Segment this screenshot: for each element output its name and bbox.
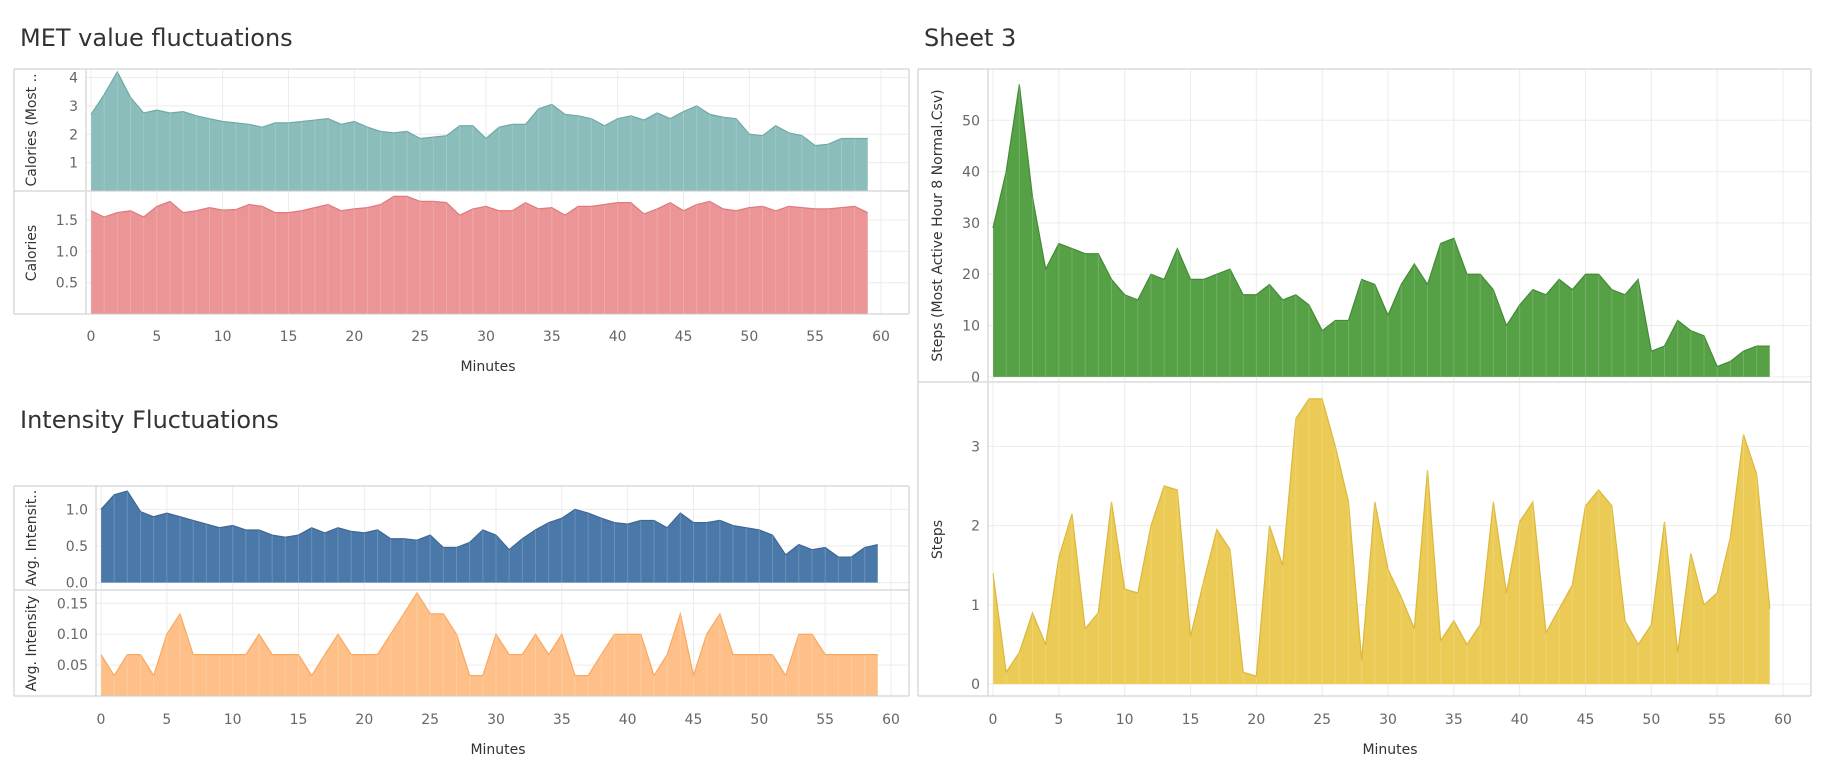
area-series: [993, 398, 1770, 685]
x-tick-label: 35: [543, 329, 561, 345]
y-tick-label: 0.5: [56, 276, 78, 292]
chart-1: 0.0 0.5 1.0 Avg. Intensit.. 0.05 0.10 0.15 Avg.…: [13, 485, 910, 758]
y-tick-label: 1: [69, 156, 78, 172]
y-tick-label: 0.10: [57, 627, 88, 643]
y-tick-label: 4: [69, 71, 78, 87]
pane-2-0: 0 10 20 30 40 50 Steps (Most Active Hour 8 Nor…: [918, 69, 1811, 386]
area-series: [101, 592, 878, 696]
x-tick-label: 15: [1182, 712, 1200, 728]
y-tick-label: 0.15: [57, 596, 88, 612]
y-tick-label: 1.5: [56, 213, 78, 229]
y-tick-label: 50: [962, 113, 980, 129]
y-axis-title: Calories (Most ..: [24, 73, 40, 186]
x-tick-label: 50: [750, 712, 768, 728]
x-tick-label: 20: [355, 712, 373, 728]
pane-1-1: 0.05 0.10 0.15 Avg. Intensity: [14, 591, 909, 697]
y-tick-label: 3: [971, 439, 980, 455]
y-tick-label: 1: [971, 598, 980, 614]
x-tick-label: 25: [421, 712, 439, 728]
chart-0: 1 2 3 4 Calories (Most .. 0.5 1.0 1.5 Calories 0 5…: [13, 68, 910, 375]
y-tick-label: 30: [962, 216, 980, 232]
x-tick-label: 35: [553, 712, 571, 728]
sheet3-chart-title: Sheet 3: [924, 24, 1017, 52]
x-tick-label: 40: [619, 712, 637, 728]
x-tick-label: 60: [872, 329, 890, 345]
y-axis-title: Steps (Most Active Hour 8 Normal.Csv): [930, 89, 946, 361]
x-tick-label: 40: [609, 329, 627, 345]
x-tick-label: 60: [1774, 712, 1792, 728]
area-series: [91, 196, 868, 314]
x-tick-label: 45: [675, 329, 693, 345]
area-outline: [992, 84, 1770, 368]
x-tick-label: 50: [1642, 712, 1660, 728]
area-series: [101, 491, 878, 583]
pane-0-0: 1 2 3 4 Calories (Most ..: [14, 69, 909, 192]
x-tick-label: 30: [1379, 712, 1397, 728]
x-tick-label: 5: [152, 329, 161, 345]
pane-0-1: 0.5 1.0 1.5 Calories: [14, 192, 909, 315]
y-axis-title: Calories: [24, 225, 40, 281]
x-tick-label: 45: [1577, 712, 1595, 728]
y-axis-title: Avg. Intensity: [24, 596, 40, 692]
y-tick-label: 0.0: [66, 576, 88, 592]
x-tick-label: 10: [1116, 712, 1134, 728]
x-tick-label: 0: [87, 329, 96, 345]
x-tick-label: 25: [1313, 712, 1331, 728]
x-tick-label: 40: [1511, 712, 1529, 728]
intensity-chart-title: Intensity Fluctuations: [20, 406, 279, 434]
met-chart-title: MET value fluctuations: [20, 24, 293, 52]
y-axis-title: Avg. Intensit..: [24, 490, 40, 586]
x-tick-label: 10: [224, 712, 242, 728]
area-series: [993, 84, 1770, 377]
y-tick-label: 1.0: [66, 502, 88, 518]
area-outline: [90, 195, 869, 218]
x-axis-title: Minutes: [470, 742, 525, 758]
y-tick-label: 0: [971, 370, 980, 386]
area-series: [91, 71, 868, 191]
x-tick-label: 30: [477, 329, 495, 345]
x-tick-label: 60: [882, 712, 900, 728]
x-tick-label: 5: [1054, 712, 1063, 728]
y-tick-label: 2: [971, 519, 980, 535]
y-tick-label: 0.05: [57, 658, 88, 674]
pane-2-1: 0 1 2 3 Steps: [918, 383, 1811, 697]
x-tick-label: 0: [97, 712, 106, 728]
x-tick-label: 20: [345, 329, 363, 345]
area-outline: [90, 70, 868, 147]
x-tick-label: 30: [487, 712, 505, 728]
x-tick-label: 10: [214, 329, 232, 345]
x-tick-label: 55: [1708, 712, 1726, 728]
y-tick-label: 10: [962, 319, 980, 335]
y-tick-label: 3: [69, 99, 78, 115]
x-tick-label: 55: [806, 329, 824, 345]
x-tick-label: 0: [989, 712, 998, 728]
x-tick-label: 50: [740, 329, 758, 345]
pane-1-0: 0.0 0.5 1.0 Avg. Intensit..: [14, 486, 909, 592]
x-tick-label: 5: [162, 712, 171, 728]
x-tick-label: 15: [290, 712, 308, 728]
y-tick-label: 2: [69, 127, 78, 143]
x-axis-title: Minutes: [1362, 742, 1417, 758]
y-tick-label: 40: [962, 165, 980, 181]
y-tick-label: 1.0: [56, 244, 78, 260]
area-outline: [100, 591, 878, 678]
x-tick-label: 20: [1247, 712, 1265, 728]
x-tick-label: 55: [816, 712, 834, 728]
x-tick-label: 35: [1445, 712, 1463, 728]
area-outline: [992, 398, 1771, 677]
x-tick-label: 15: [280, 329, 298, 345]
y-tick-label: 0.5: [66, 539, 88, 555]
x-tick-label: 25: [411, 329, 429, 345]
y-axis-title: Steps: [930, 520, 946, 559]
y-tick-label: 20: [962, 267, 980, 283]
area-outline: [100, 490, 878, 558]
x-axis-title: Minutes: [460, 359, 515, 375]
y-tick-label: 0: [971, 677, 980, 693]
x-tick-label: 45: [685, 712, 703, 728]
